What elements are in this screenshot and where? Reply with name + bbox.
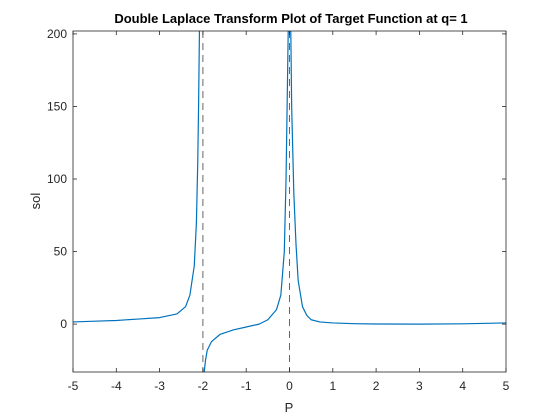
x-tick-label: 1 — [329, 379, 336, 393]
plot-area — [72, 30, 507, 373]
x-tick-label: -2 — [198, 379, 209, 393]
y-tick-label: 100 — [47, 172, 67, 186]
x-tick-label: -5 — [68, 379, 79, 393]
x-tick-label: -4 — [111, 379, 122, 393]
y-tick-label: 0 — [60, 317, 67, 331]
x-tick-label: 2 — [373, 379, 380, 393]
x-tick-label: 3 — [416, 379, 423, 393]
x-tick-label: -1 — [241, 379, 252, 393]
asymptote-layer — [202, 31, 290, 372]
y-tick-label: 50 — [54, 245, 68, 259]
chart-title: Double Laplace Transform Plot of Target … — [114, 11, 467, 26]
x-tick-label: 4 — [459, 379, 466, 393]
curve-layer — [72, 30, 507, 373]
x-axis-ticks: -5 -4 -3 -2 -1 0 1 2 3 4 5 — [68, 31, 510, 393]
curve-segment-0 — [72, 30, 201, 323]
x-tick-label: -3 — [154, 379, 165, 393]
curve-segment-2 — [290, 30, 507, 325]
x-tick-label: 0 — [286, 379, 293, 393]
y-axis-ticks: 0 50 100 150 200 — [47, 27, 506, 331]
curve-segment-1 — [203, 30, 289, 373]
x-axis-label: P — [285, 400, 294, 415]
y-tick-label: 200 — [47, 27, 67, 41]
x-tick-label: 5 — [503, 379, 510, 393]
y-axis-label: sol — [28, 193, 43, 210]
y-tick-label: 150 — [47, 99, 67, 113]
